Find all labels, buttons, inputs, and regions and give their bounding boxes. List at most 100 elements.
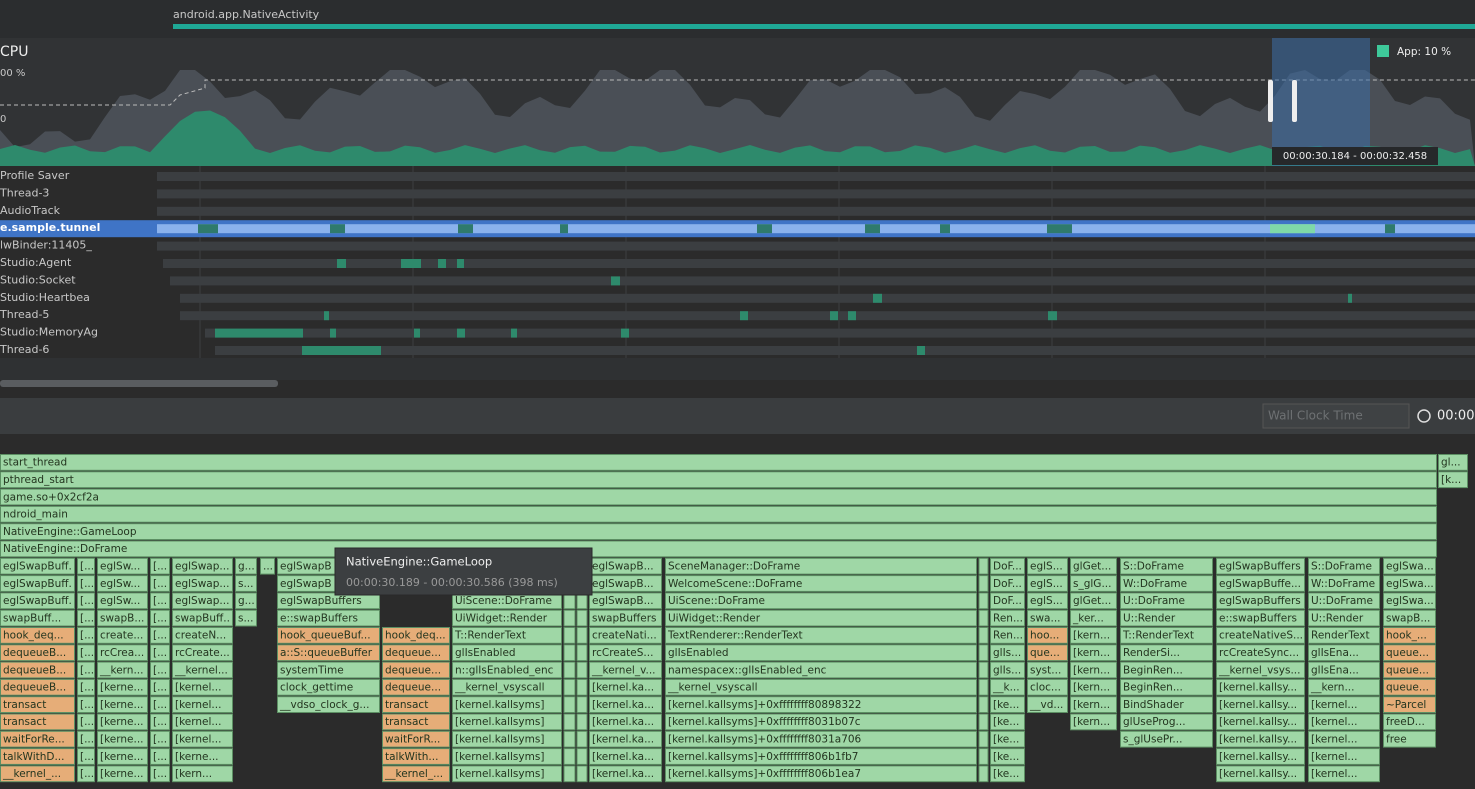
call-cell[interactable] (1438, 454, 1468, 471)
call-cell[interactable] (589, 661, 662, 679)
call-cell[interactable] (589, 644, 662, 662)
call-label[interactable]: _ker... (1072, 612, 1104, 624)
call-label[interactable]: [kernel.kallsyms] (455, 716, 544, 728)
call-label[interactable]: [kernel... (175, 716, 221, 728)
call-label[interactable]: eglSwa... (1386, 578, 1434, 590)
call-label[interactable]: a::S::queueBuffer (280, 647, 373, 659)
call-cell[interactable] (150, 644, 170, 662)
call-label[interactable]: __kernel_... (384, 768, 443, 780)
call-label[interactable]: [kernel... (1311, 699, 1357, 711)
call-label[interactable]: [kernel.kallsy... (1219, 682, 1297, 694)
call-label[interactable]: [kernel... (1311, 716, 1357, 728)
call-label[interactable]: [kernel.kallsy... (1219, 716, 1297, 728)
call-cell[interactable] (150, 748, 170, 765)
thread-name[interactable]: Studio:Heartbea (0, 291, 90, 304)
call-cell[interactable] (589, 696, 662, 714)
call-cell[interactable] (172, 592, 233, 610)
call-cell[interactable] (150, 730, 170, 748)
call-cell[interactable] (1120, 730, 1213, 748)
call-cell[interactable] (77, 678, 95, 696)
call-label[interactable]: [kernel.kallsyms] (455, 699, 544, 711)
call-label[interactable]: eglSwapB... (592, 560, 654, 572)
call-cell[interactable] (1308, 765, 1380, 783)
call-cell[interactable] (990, 730, 1025, 748)
call-label[interactable]: [kerne... (100, 733, 144, 745)
call-label[interactable]: __kern... (1310, 682, 1354, 694)
call-cell[interactable] (589, 592, 662, 610)
call-label[interactable]: T::RenderText (454, 630, 526, 642)
call-cell[interactable] (150, 678, 170, 696)
call-cell[interactable] (1070, 592, 1117, 610)
call-label[interactable]: rcCreateS... (592, 647, 653, 659)
call-label[interactable]: [kernel... (1311, 768, 1357, 780)
call-label[interactable]: eglSwapBuffers (1219, 560, 1301, 572)
call-cell[interactable] (452, 765, 562, 783)
call-label[interactable]: [kern... (1073, 699, 1110, 711)
call-label[interactable]: swapBuff... (3, 612, 61, 624)
call-cell[interactable] (1120, 644, 1213, 662)
call-label[interactable]: [kernel.kallsyms]+0xffffffff8031a706 (668, 733, 862, 745)
call-label[interactable]: eglSwa... (1386, 595, 1434, 607)
call-cell[interactable] (1308, 713, 1380, 731)
thread-name[interactable]: Studio:MemoryAg (0, 326, 98, 339)
call-label[interactable]: swapBuffers (592, 612, 657, 624)
call-label[interactable]: [kern... (1073, 716, 1110, 728)
call-label[interactable]: __vd... (1029, 699, 1063, 711)
call-label[interactable]: glGet... (1073, 560, 1111, 572)
call-label[interactable]: glIs... (993, 664, 1021, 676)
call-cell[interactable] (1383, 713, 1436, 731)
call-label[interactable]: e::swapBuffers (280, 612, 358, 624)
call-label[interactable]: U::Render (1123, 612, 1176, 624)
call-cell[interactable] (0, 488, 1437, 506)
call-label[interactable]: hook_deq... (385, 630, 446, 642)
call-label[interactable]: DoF... (993, 560, 1022, 572)
call-cell[interactable] (0, 592, 75, 610)
call-cell[interactable] (1383, 592, 1436, 610)
call-label[interactable]: transact (3, 699, 46, 711)
call-cell[interactable] (97, 609, 148, 627)
call-cell[interactable] (1120, 696, 1213, 714)
call-label[interactable]: [kern... (1073, 664, 1110, 676)
call-label[interactable]: swa... (1030, 612, 1061, 624)
call-label[interactable]: BindShader (1123, 699, 1184, 711)
call-label[interactable]: rcCreateSync... (1219, 647, 1299, 659)
call-label[interactable]: U::DoFrame (1311, 595, 1373, 607)
call-label[interactable]: glIsEnabled (455, 647, 516, 659)
call-label[interactable]: ... (263, 560, 273, 572)
thread-name[interactable]: Studio:Socket (0, 273, 76, 286)
call-cell[interactable] (589, 609, 662, 627)
call-label[interactable]: eglSwa... (1386, 560, 1434, 572)
call-cell[interactable] (1070, 713, 1117, 731)
call-cell[interactable] (1070, 627, 1117, 644)
call-cell[interactable] (97, 765, 148, 783)
call-label[interactable]: [... (80, 751, 94, 763)
call-label[interactable]: [ke... (993, 768, 1019, 780)
call-label[interactable]: [kern... (1073, 682, 1110, 694)
call-cell[interactable] (1216, 592, 1305, 610)
call-label[interactable]: DoF... (993, 595, 1022, 607)
call-label[interactable]: DoF... (993, 578, 1022, 590)
call-cell[interactable] (77, 644, 95, 662)
call-label[interactable]: dequeueB... (3, 664, 66, 676)
call-label[interactable]: [... (153, 560, 167, 572)
call-label[interactable]: [ke... (993, 699, 1019, 711)
call-label[interactable]: [... (153, 595, 167, 607)
call-cell[interactable] (1120, 678, 1213, 696)
call-label[interactable]: eglSwapB (280, 560, 332, 572)
call-label[interactable]: [kerne... (100, 716, 144, 728)
call-cell[interactable] (1308, 730, 1380, 748)
call-cell[interactable] (235, 609, 257, 627)
call-cell[interactable] (97, 748, 148, 765)
call-label[interactable]: free (1386, 733, 1407, 745)
call-label[interactable]: s_glG... (1073, 578, 1111, 590)
call-label[interactable]: UiWidget::Render (455, 612, 548, 624)
call-cell[interactable] (235, 575, 257, 592)
call-label[interactable]: __vdso_clock_g... (279, 699, 369, 711)
call-cell[interactable] (1070, 644, 1117, 662)
call-label[interactable]: talkWith... (385, 751, 438, 763)
call-label[interactable]: [kerne... (100, 768, 144, 780)
call-cell[interactable] (277, 592, 380, 610)
call-label[interactable]: __kernel... (174, 664, 228, 676)
call-cell[interactable] (990, 627, 1025, 644)
thread-name[interactable]: AudioTrack (0, 204, 61, 217)
